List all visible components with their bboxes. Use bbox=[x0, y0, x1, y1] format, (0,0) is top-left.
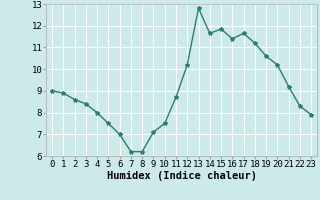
X-axis label: Humidex (Indice chaleur): Humidex (Indice chaleur) bbox=[107, 171, 257, 181]
